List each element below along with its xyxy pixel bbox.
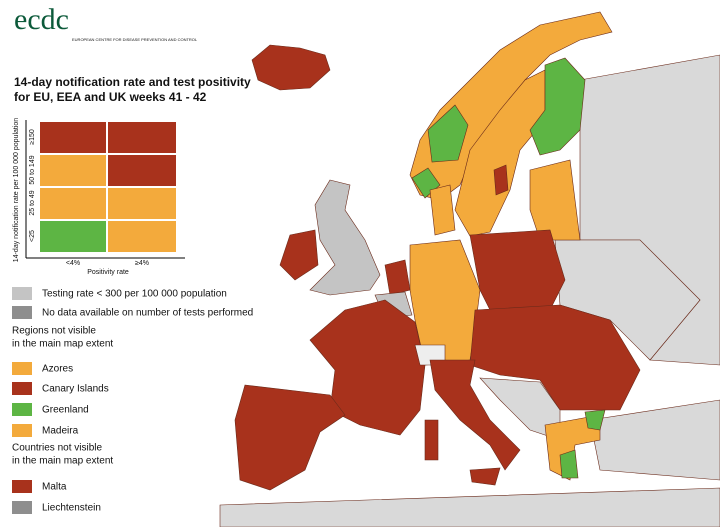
sardinia — [424, 419, 439, 461]
swatch — [12, 480, 32, 493]
norway-region — [427, 104, 469, 163]
matrix-cell — [40, 221, 106, 252]
column-label: <4% — [66, 260, 80, 267]
legend-label: Testing rate < 300 per 100 000 populatio… — [42, 289, 227, 300]
legend: Testing rate < 300 per 100 000 populatio… — [12, 287, 253, 514]
legend-heading: in the main map extent — [12, 339, 113, 350]
sicily — [469, 467, 501, 486]
legend-heading: Countries not visible — [12, 443, 102, 454]
legend-label: Liechtenstein — [42, 503, 101, 514]
swatch — [12, 501, 32, 514]
matrix-cell — [108, 155, 176, 186]
swatch — [12, 403, 32, 416]
logo-org: EUROPEAN CENTRE FOR DISEASE PREVENTION A… — [72, 37, 198, 42]
greece-region — [559, 449, 579, 479]
swatch — [12, 362, 32, 375]
turkey — [589, 399, 720, 481]
swatch — [12, 287, 32, 300]
y-label: 14-day notification rate per 100 000 pop… — [13, 118, 20, 262]
netherlands — [384, 259, 411, 296]
matrix-cell — [108, 221, 176, 252]
denmark — [429, 184, 456, 236]
row-label: 25 to 49 — [29, 190, 36, 215]
column-label: ≥4% — [135, 260, 149, 267]
swatch — [12, 382, 32, 395]
legend-heading: Regions not visible — [12, 326, 96, 337]
iberia — [234, 384, 346, 491]
ireland — [279, 229, 319, 281]
baltics — [529, 159, 581, 241]
finland — [529, 57, 586, 156]
x-label: Positivity rate — [87, 269, 129, 276]
legend-label: Canary Islands — [42, 384, 109, 395]
legend-label: Azores — [42, 364, 73, 375]
legend-label: Greenland — [42, 405, 89, 416]
matrix-cell — [40, 188, 106, 219]
matrix-cell — [108, 122, 176, 153]
legend-label: Malta — [42, 482, 67, 493]
legend-label: No data available on number of tests per… — [42, 308, 253, 319]
legend-heading: in the main map extent — [12, 456, 113, 467]
norway — [409, 11, 613, 201]
title: for EU, EEA and UK weeks 41 - 42 — [14, 90, 207, 104]
logo: ecdc — [14, 3, 69, 36]
matrix-cell — [108, 188, 176, 219]
swatch — [12, 306, 32, 319]
matrix-cell — [40, 122, 106, 153]
italy — [429, 359, 521, 471]
matrix-cell — [40, 155, 106, 186]
poland — [469, 229, 566, 311]
row-label: ≥150 — [29, 129, 36, 145]
sweden — [454, 69, 546, 237]
africa — [219, 487, 720, 528]
matrix: 14-day notification rate per 100 000 pop… — [13, 118, 185, 276]
greece-region — [584, 409, 606, 431]
iceland — [251, 44, 331, 91]
sweden-region — [493, 164, 509, 196]
title: 14-day notification rate and test positi… — [14, 75, 251, 89]
uk — [309, 179, 381, 296]
central-east — [469, 304, 641, 411]
france — [309, 299, 426, 436]
row-label: 50 to 149 — [29, 155, 36, 184]
map — [219, 11, 720, 528]
swatch — [12, 424, 32, 437]
row-label: <25 — [29, 230, 36, 242]
legend-label: Madeira — [42, 426, 79, 437]
